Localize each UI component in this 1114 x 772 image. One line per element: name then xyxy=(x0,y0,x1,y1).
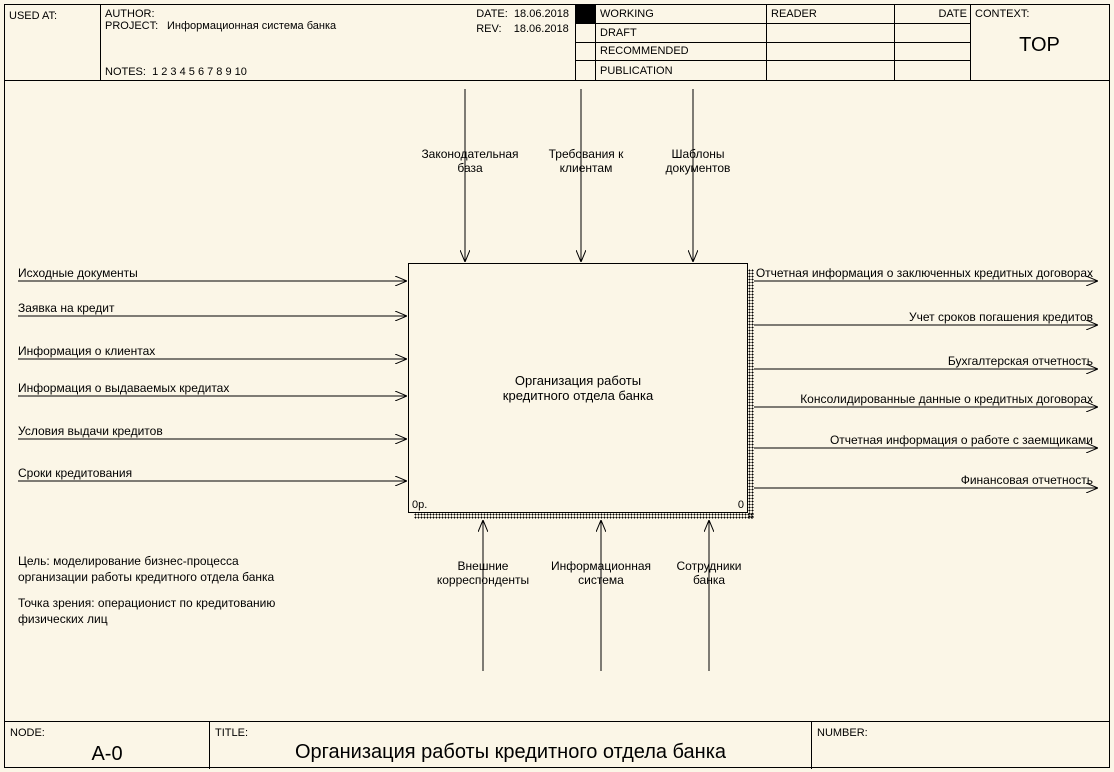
rev-value: 18.06.2018 xyxy=(514,23,569,35)
title-value: Организация работы кредитного отдела бан… xyxy=(215,741,806,764)
arrow-label: Требования кклиентам xyxy=(531,147,641,175)
arrow-label: Сотрудникибанка xyxy=(654,559,764,587)
notes-value: 1 2 3 4 5 6 7 8 9 10 xyxy=(152,66,247,78)
status-mark-icon xyxy=(576,5,596,24)
box-corner-right: 0 xyxy=(738,499,744,511)
arrow-label: Бухгалтерская отчетность xyxy=(948,354,1093,368)
node-label: NODE: xyxy=(10,727,45,739)
box-corner-left: 0р. xyxy=(412,499,427,511)
activity-box-label: Организация работыкредитного отдела банк… xyxy=(503,373,653,403)
header: USED AT: AUTHOR: PROJECT: Информационная… xyxy=(5,5,1109,81)
status-working: WORKING xyxy=(596,5,767,24)
arrow-label: Сроки кредитования xyxy=(18,466,132,480)
arrow-label: Отчетная информация о заключенных кредит… xyxy=(756,266,1093,280)
author-cell: AUTHOR: PROJECT: Информационная система … xyxy=(101,5,576,80)
author-label: AUTHOR: xyxy=(105,8,163,20)
arrow-label: Заявка на кредит xyxy=(18,301,115,315)
box-shadow xyxy=(748,269,754,519)
arrow-label: Шаблоныдокументов xyxy=(643,147,753,175)
used-at-label: USED AT: xyxy=(9,10,57,22)
footer: NODE: A-0 TITLE: Организация работы кред… xyxy=(5,721,1109,767)
date-value: 18.06.2018 xyxy=(514,8,569,20)
arrow-label: Учет сроков погашения кредитов xyxy=(909,310,1093,324)
rev-label: REV: xyxy=(476,23,501,35)
node-cell: NODE: A-0 xyxy=(5,722,210,769)
context-value: TOP xyxy=(975,34,1104,57)
date-block: DATE: 18.06.2018 REV: 18.06.2018 xyxy=(476,7,569,37)
number-cell: NUMBER: xyxy=(812,722,1108,769)
date2-label: DATE xyxy=(895,5,971,24)
notes-label: NOTES: xyxy=(105,66,146,78)
diagram-canvas: Организация работыкредитного отдела банк… xyxy=(5,81,1109,721)
project-label: PROJECT: xyxy=(105,20,163,32)
project-value: Информационная система банка xyxy=(167,20,336,32)
idef0-frame: USED AT: AUTHOR: PROJECT: Информационная… xyxy=(4,4,1110,768)
arrow-label: Законодательнаябаза xyxy=(415,147,525,175)
status-cell: WORKING READER DATE DRAFT RECOMMENDED PU… xyxy=(576,5,971,80)
arrow-label: Консолидированные данные о кредитных дог… xyxy=(800,392,1093,406)
node-value: A-0 xyxy=(10,743,204,766)
arrow-label: Информация о клиентах xyxy=(18,344,155,358)
arrow-label: Отчетная информация о работе с заемщикам… xyxy=(830,433,1093,447)
arrow-label: Внешниекорреспонденты xyxy=(428,559,538,587)
status-recommended: RECOMMENDED xyxy=(596,43,767,62)
title-cell: TITLE: Организация работы кредитного отд… xyxy=(210,722,812,769)
title-label: TITLE: xyxy=(215,727,248,739)
number-label: NUMBER: xyxy=(817,727,868,739)
status-publication: PUBLICATION xyxy=(596,61,767,80)
arrow-label: Финансовая отчетность xyxy=(961,473,1093,487)
context-cell: CONTEXT: TOP xyxy=(971,5,1108,80)
reader-label: READER xyxy=(767,5,895,24)
arrow-label: Информация о выдаваемых кредитах xyxy=(18,381,229,395)
notes-block: NOTES: 1 2 3 4 5 6 7 8 9 10 xyxy=(105,66,247,78)
arrow-label: Исходные документы xyxy=(18,266,138,280)
arrow-label: Информационнаясистема xyxy=(546,559,656,587)
status-draft: DRAFT xyxy=(596,24,767,43)
used-at-cell: USED AT: xyxy=(5,5,101,80)
arrow-label: Условия выдачи кредитов xyxy=(18,424,163,438)
purpose-text: Цель: моделирование бизнес-процесса орга… xyxy=(18,553,278,637)
date-label: DATE: xyxy=(476,8,508,20)
box-shadow xyxy=(414,513,754,519)
activity-box: Организация работыкредитного отдела банк… xyxy=(408,263,748,513)
context-label: CONTEXT: xyxy=(975,8,1104,20)
